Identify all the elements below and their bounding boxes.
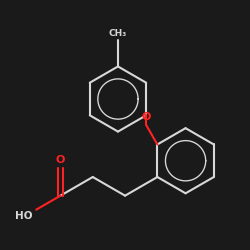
Text: O: O <box>142 112 151 122</box>
Text: O: O <box>56 155 65 165</box>
Text: HO: HO <box>15 212 33 222</box>
Text: CH₃: CH₃ <box>109 29 127 38</box>
